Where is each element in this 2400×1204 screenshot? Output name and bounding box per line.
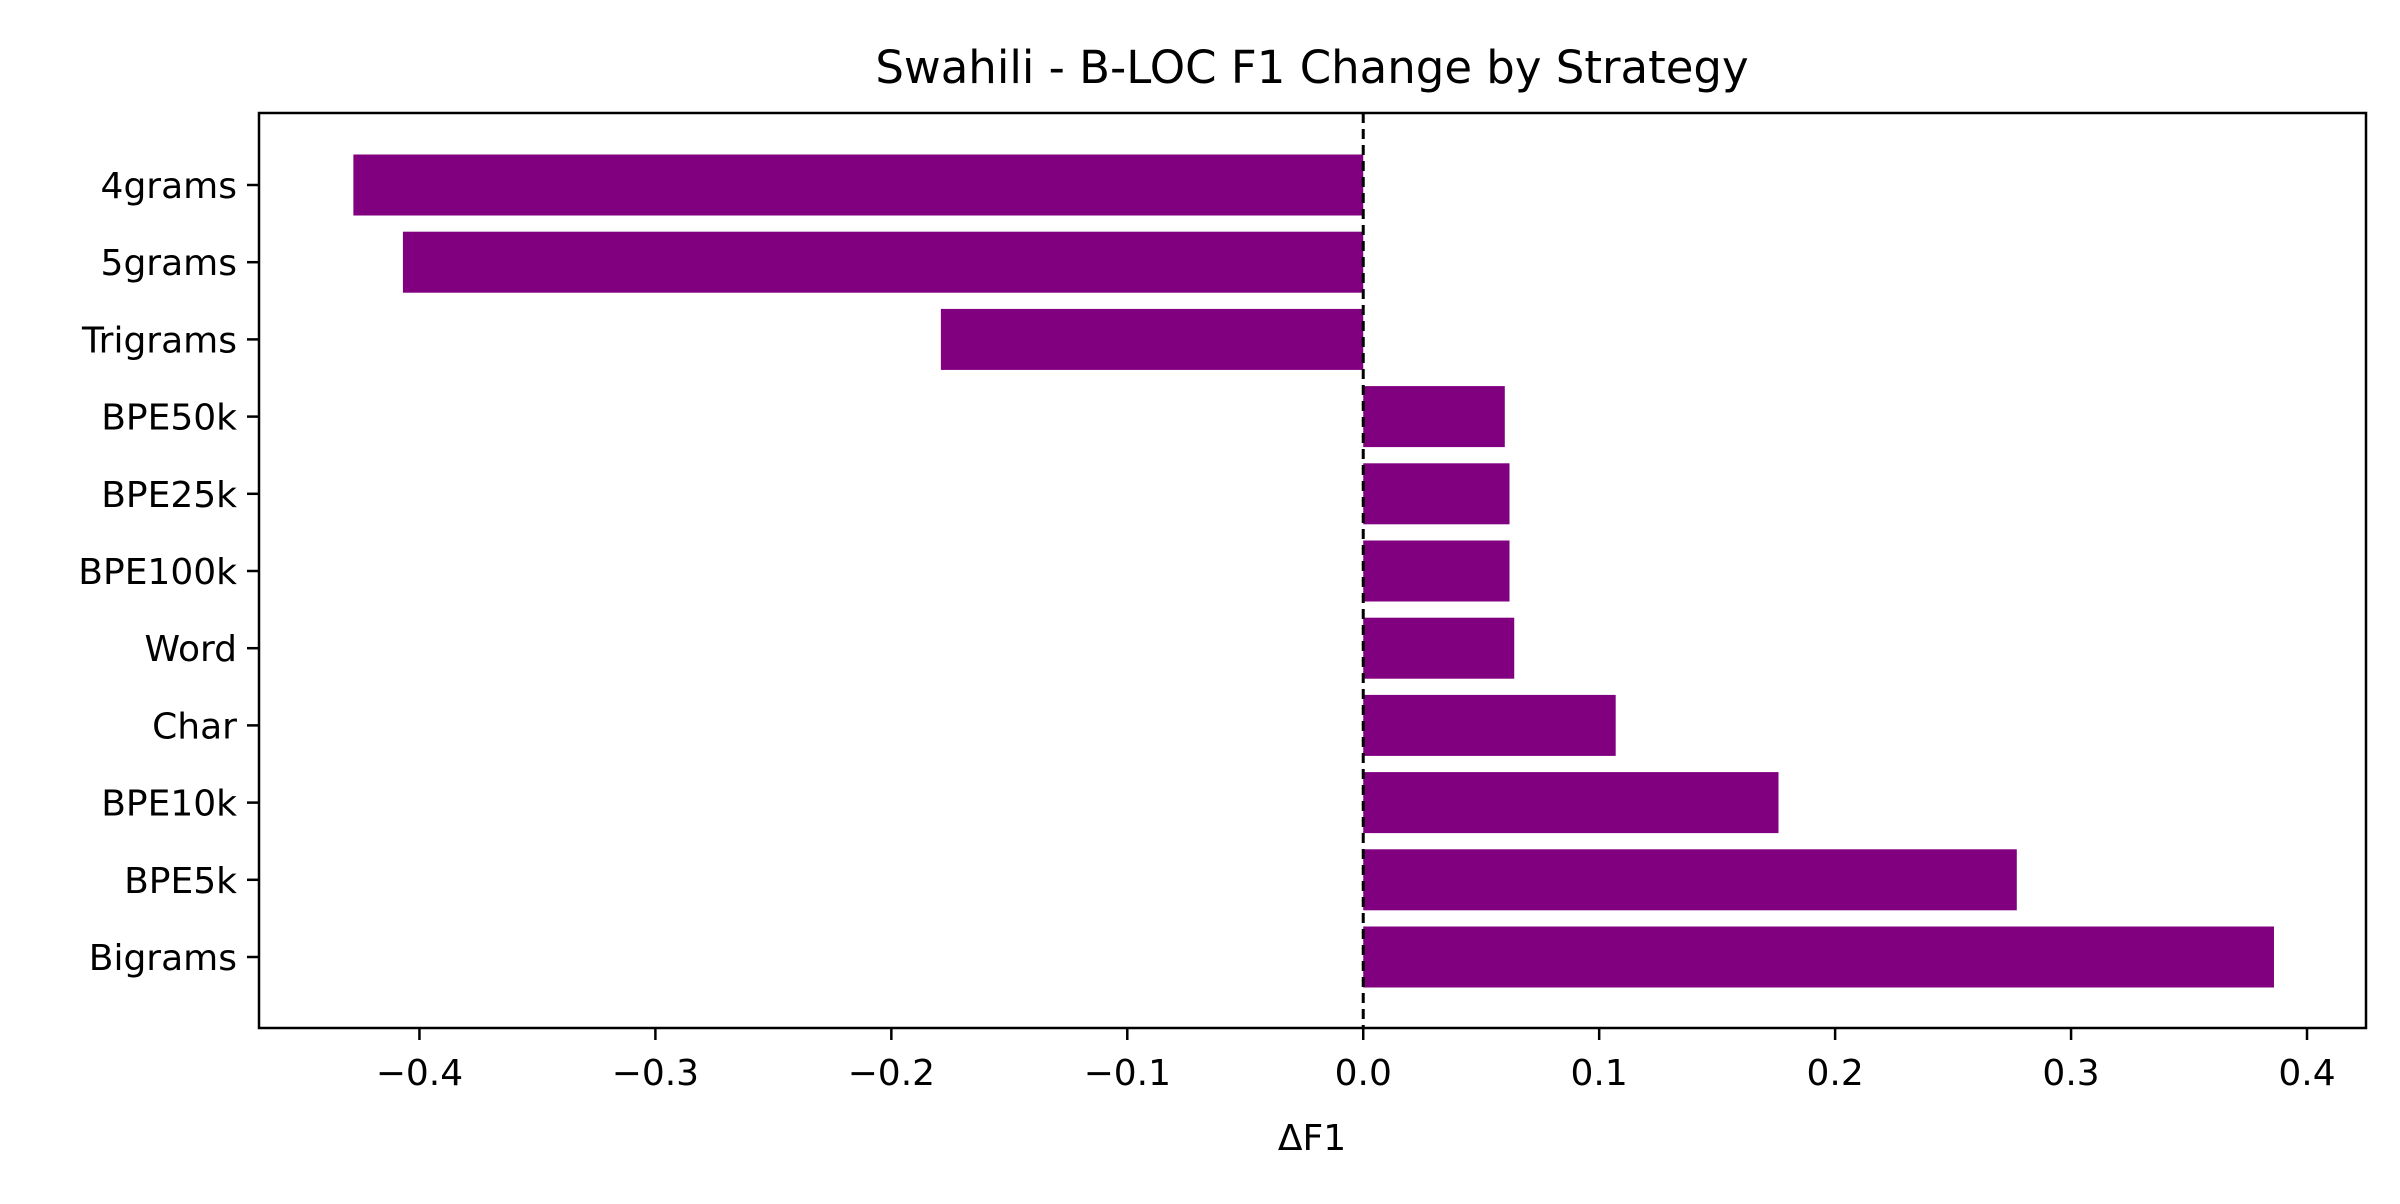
- y-tick-label: Word: [144, 629, 237, 670]
- bar-bpe100k: [1363, 540, 1510, 602]
- y-tick-label: Char: [152, 706, 237, 747]
- bar-bpe5k: [1363, 849, 2017, 911]
- y-tick-label: BPE25k: [101, 475, 237, 516]
- x-tick-label: 0.3: [2042, 1053, 2099, 1094]
- bar-char: [1363, 694, 1616, 756]
- x-tick-label: −0.1: [1084, 1053, 1171, 1094]
- bar-trigrams: [940, 308, 1364, 370]
- bar-bpe50k: [1363, 386, 1505, 448]
- x-tick-label: 0.0: [1335, 1053, 1392, 1094]
- bar-bpe25k: [1363, 463, 1510, 525]
- x-axis-label: ΔF1: [1278, 1118, 1346, 1159]
- bar-5grams: [402, 231, 1364, 293]
- x-tick-label: −0.4: [376, 1053, 463, 1094]
- y-tick-label: BPE10k: [101, 784, 237, 825]
- x-tick-label: 0.1: [1571, 1053, 1628, 1094]
- y-tick-label: BPE5k: [124, 861, 237, 902]
- y-tick-label: BPE100k: [78, 552, 237, 593]
- bar-4grams: [353, 154, 1364, 216]
- bars-layer: [353, 154, 2274, 988]
- bar-bigrams: [1363, 926, 2274, 988]
- bar-bpe10k: [1363, 772, 1779, 834]
- x-tick-label: 0.2: [1806, 1053, 1863, 1094]
- bar-word: [1363, 617, 1515, 679]
- y-tick-label: Bigrams: [89, 938, 237, 979]
- y-tick-label: 4grams: [101, 166, 237, 207]
- y-tick-label: 5grams: [101, 243, 237, 284]
- x-tick-label: 0.4: [2278, 1053, 2335, 1094]
- x-tick-label: −0.2: [848, 1053, 935, 1094]
- y-tick-label: Trigrams: [81, 320, 237, 361]
- plot-frame: [257, 111, 2368, 1030]
- y-tick-label: BPE50k: [101, 398, 237, 439]
- chart-title: Swahili - B-LOC F1 Change by Strategy: [875, 41, 1748, 94]
- x-tick-label: −0.3: [612, 1053, 699, 1094]
- axis-layer: 4grams 5grams Trigrams BPE50k BPE25k BPE100k W…: [78, 166, 2335, 1094]
